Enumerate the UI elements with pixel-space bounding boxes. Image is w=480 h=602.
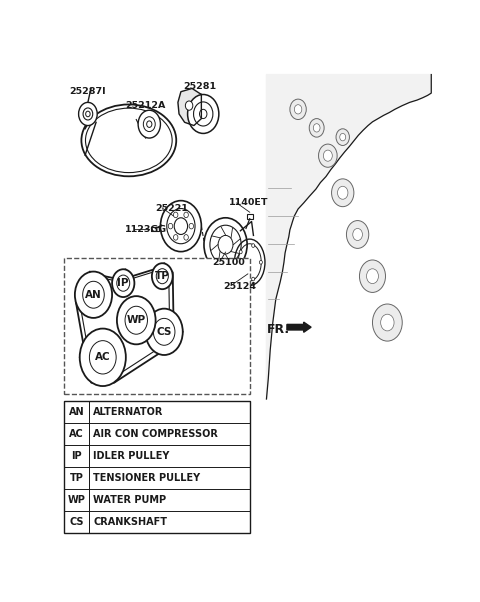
Text: IP: IP	[71, 452, 82, 461]
Circle shape	[156, 268, 168, 284]
Circle shape	[152, 263, 173, 289]
Text: AC: AC	[69, 429, 84, 439]
Text: 25281: 25281	[183, 82, 216, 91]
Circle shape	[347, 220, 369, 249]
Circle shape	[173, 212, 178, 218]
Circle shape	[259, 261, 263, 264]
Circle shape	[174, 218, 188, 234]
Circle shape	[337, 186, 348, 199]
Circle shape	[112, 269, 134, 297]
Circle shape	[138, 110, 160, 138]
Circle shape	[184, 235, 188, 240]
Circle shape	[173, 235, 178, 240]
Text: WP: WP	[127, 315, 146, 325]
Circle shape	[167, 208, 195, 244]
Text: AN: AN	[85, 290, 102, 300]
Text: 1140ET: 1140ET	[229, 199, 269, 208]
Text: CS: CS	[156, 327, 172, 337]
Circle shape	[188, 95, 219, 134]
Text: TENSIONER PULLEY: TENSIONER PULLEY	[93, 473, 200, 483]
Text: 25212A: 25212A	[125, 101, 166, 110]
Circle shape	[332, 179, 354, 206]
Circle shape	[290, 99, 306, 120]
Circle shape	[381, 314, 394, 331]
Polygon shape	[178, 88, 202, 126]
Circle shape	[144, 117, 155, 132]
Text: IP: IP	[118, 278, 129, 288]
Circle shape	[189, 223, 193, 229]
Bar	[151, 226, 158, 231]
Circle shape	[79, 102, 97, 126]
Circle shape	[200, 110, 207, 119]
Bar	[64, 258, 251, 394]
Circle shape	[83, 281, 104, 308]
Circle shape	[168, 223, 173, 229]
Text: TP: TP	[70, 473, 84, 483]
Circle shape	[89, 341, 116, 374]
Text: AIR CON COMPRESSOR: AIR CON COMPRESSOR	[93, 429, 218, 439]
Text: 1123GG: 1123GG	[125, 225, 167, 234]
Circle shape	[340, 134, 346, 141]
Text: WATER PUMP: WATER PUMP	[93, 495, 166, 506]
Circle shape	[239, 271, 242, 275]
Circle shape	[372, 304, 402, 341]
Bar	[64, 402, 251, 533]
Circle shape	[252, 277, 255, 281]
Text: 25221: 25221	[155, 205, 188, 214]
Circle shape	[160, 200, 202, 252]
Circle shape	[360, 260, 385, 293]
Circle shape	[336, 129, 349, 146]
Circle shape	[85, 111, 90, 117]
Text: 25124: 25124	[224, 282, 257, 291]
Text: WP: WP	[68, 495, 85, 506]
Circle shape	[367, 268, 378, 284]
Circle shape	[353, 228, 362, 241]
Circle shape	[324, 150, 332, 161]
Circle shape	[185, 101, 193, 110]
Circle shape	[125, 306, 147, 334]
Circle shape	[83, 108, 93, 120]
FancyArrow shape	[287, 322, 311, 332]
Text: ALTERNATOR: ALTERNATOR	[93, 408, 164, 417]
Circle shape	[218, 235, 233, 254]
Text: FR.: FR.	[266, 323, 289, 336]
Circle shape	[117, 296, 156, 344]
Text: CS: CS	[69, 518, 84, 527]
Circle shape	[117, 275, 130, 291]
Circle shape	[184, 212, 188, 218]
Text: IDLER PULLEY: IDLER PULLEY	[93, 452, 169, 461]
Circle shape	[204, 218, 247, 272]
Text: TP: TP	[155, 271, 170, 281]
Circle shape	[252, 244, 255, 247]
Circle shape	[313, 123, 320, 132]
Circle shape	[294, 105, 302, 114]
Text: 25287I: 25287I	[69, 87, 106, 96]
Circle shape	[75, 272, 112, 318]
Text: CRANKSHAFT: CRANKSHAFT	[93, 518, 167, 527]
Circle shape	[319, 144, 337, 167]
Text: AC: AC	[95, 352, 110, 362]
Circle shape	[154, 318, 175, 346]
Circle shape	[193, 102, 213, 126]
Circle shape	[309, 119, 324, 137]
Circle shape	[147, 121, 152, 128]
Bar	[247, 214, 252, 219]
Circle shape	[80, 329, 126, 386]
Circle shape	[210, 225, 241, 264]
Polygon shape	[266, 75, 431, 399]
Circle shape	[145, 309, 183, 355]
Text: AN: AN	[69, 408, 84, 417]
Circle shape	[239, 250, 242, 254]
Text: 25100: 25100	[213, 258, 245, 267]
